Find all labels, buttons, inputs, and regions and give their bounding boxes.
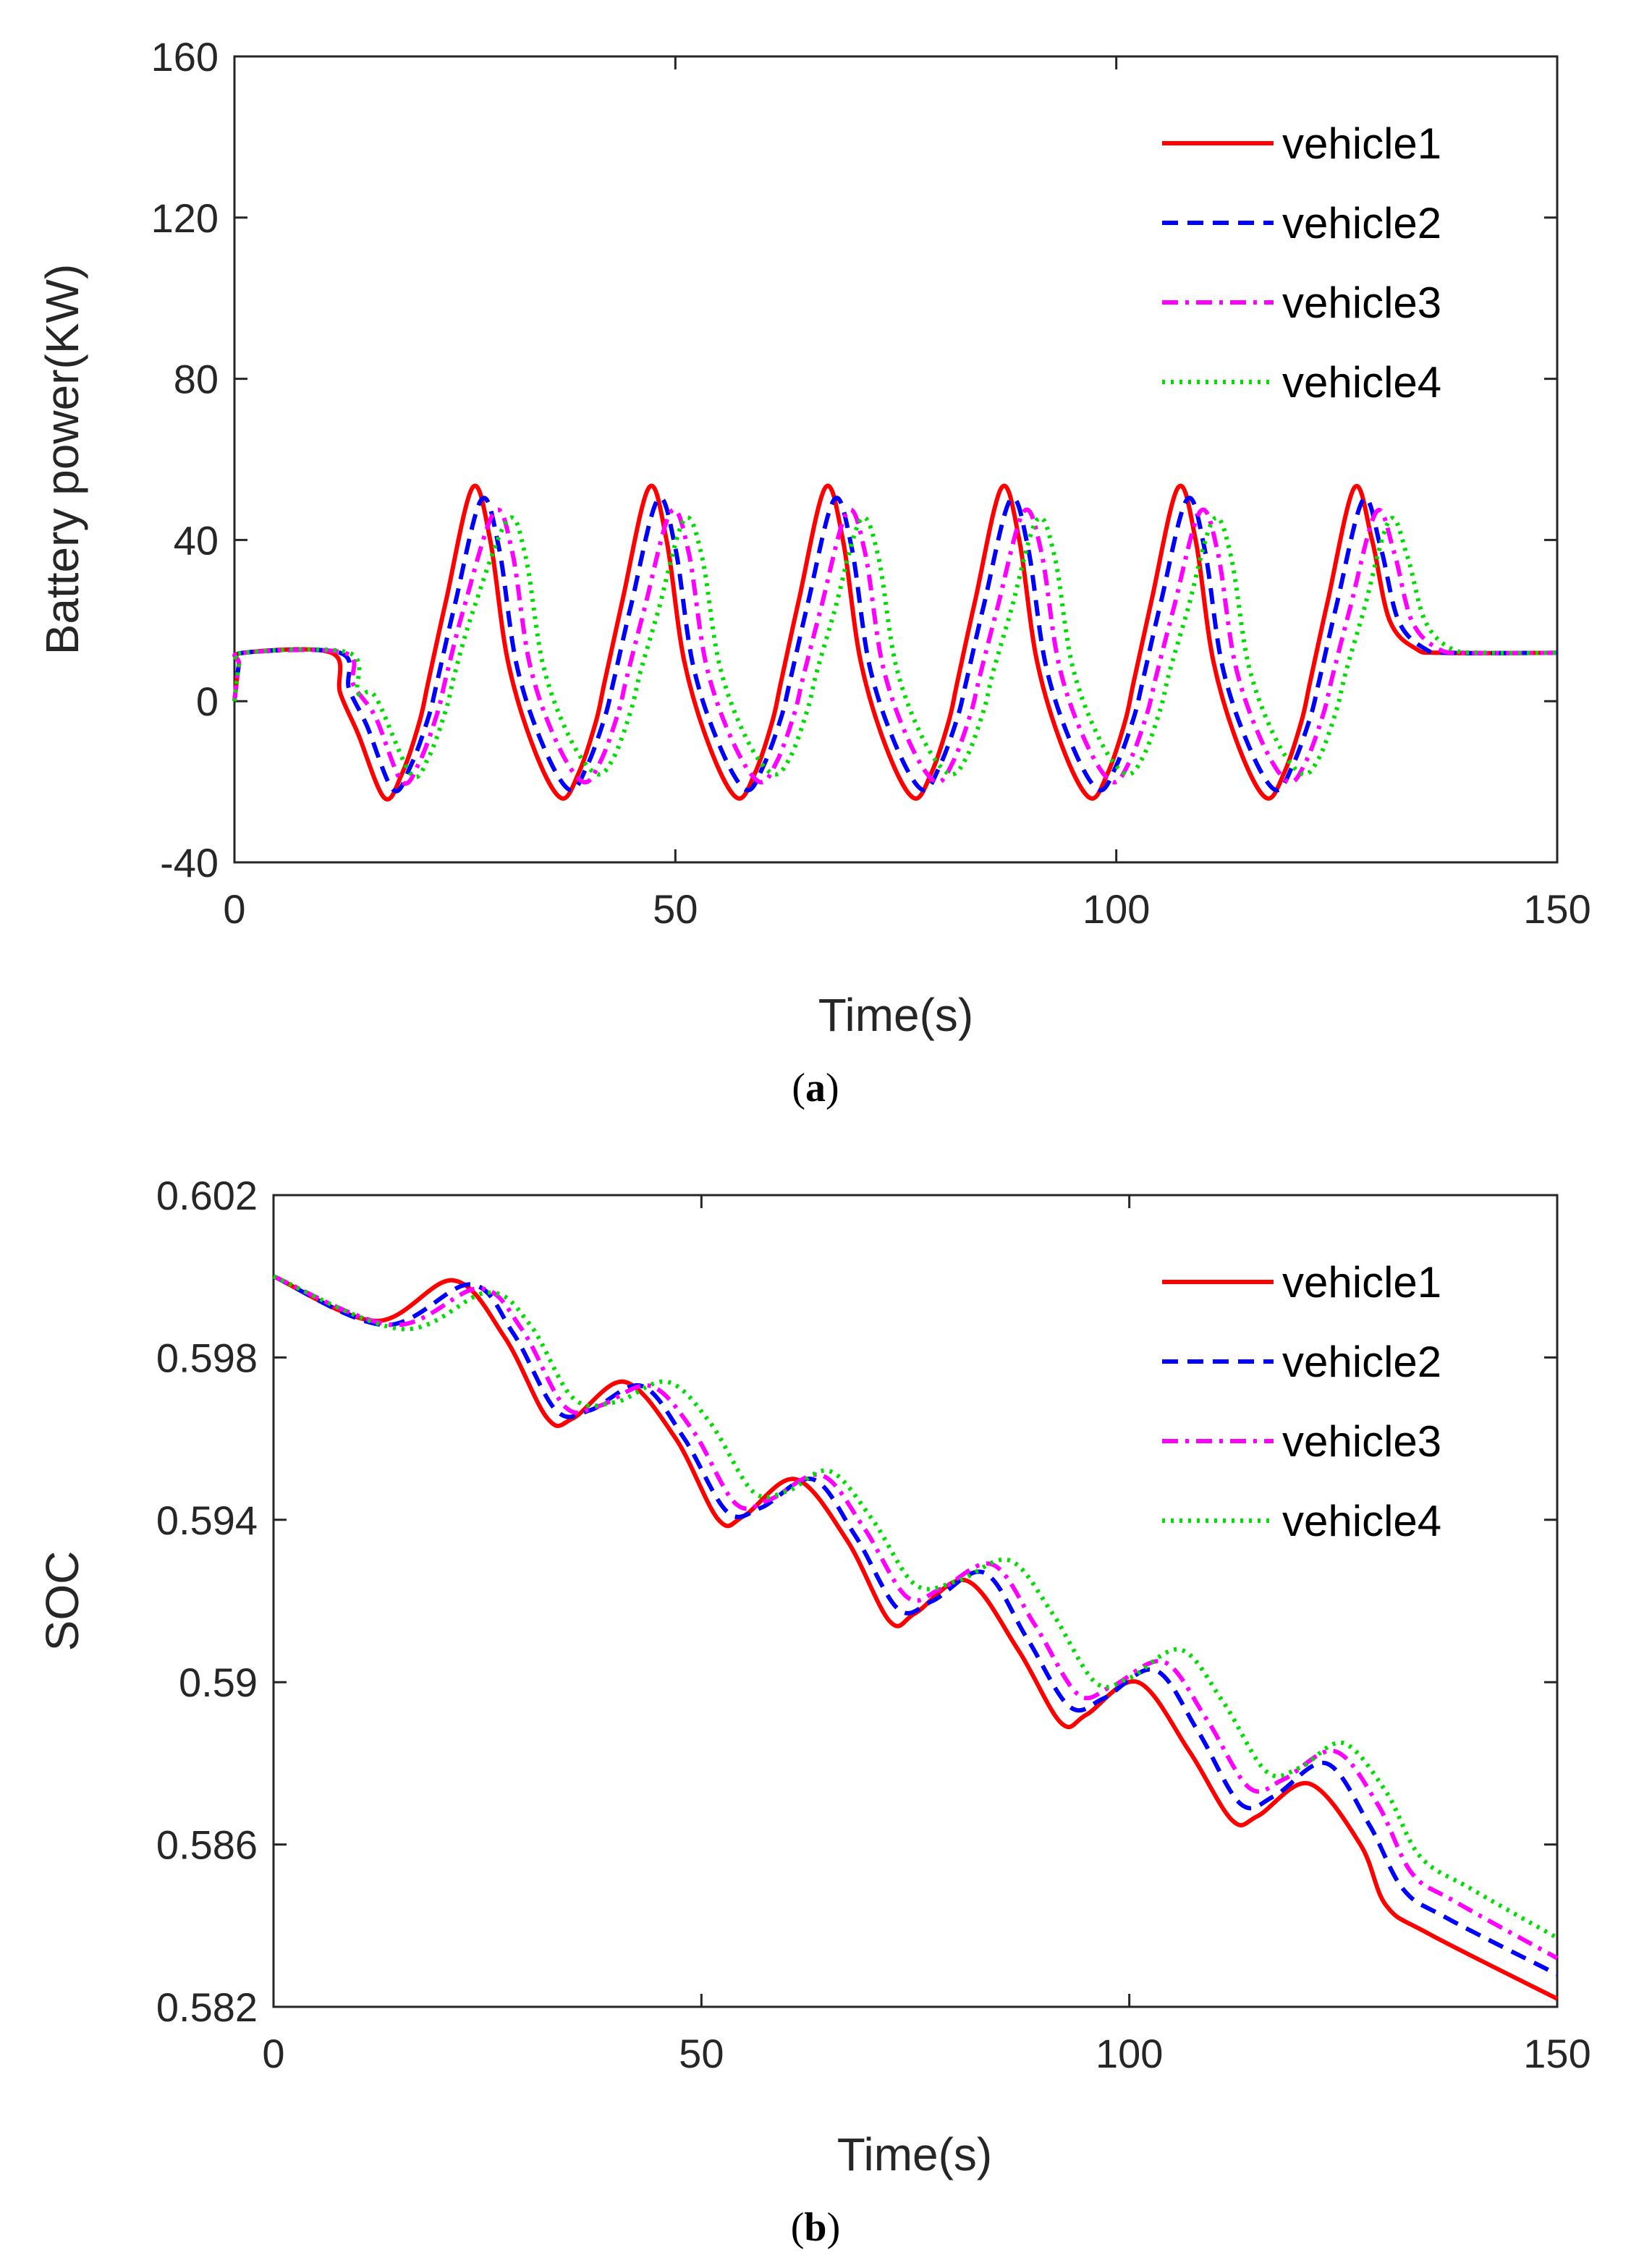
x-tick-label: 150 bbox=[1523, 886, 1590, 932]
y-tick-label: 0.602 bbox=[156, 1173, 258, 1218]
legend-label-vehicle3: vehicle3 bbox=[1282, 279, 1441, 327]
y-axis-label-b: SOC bbox=[36, 1551, 88, 1652]
x-axis-label-b: Time(s) bbox=[837, 2128, 992, 2180]
legend-label-vehicle3: vehicle3 bbox=[1282, 1417, 1441, 1466]
y-tick-label: 160 bbox=[151, 34, 219, 80]
axes-box-b bbox=[272, 1194, 1559, 2008]
legend-label-vehicle1: vehicle1 bbox=[1282, 119, 1441, 168]
x-tick-label: 150 bbox=[1523, 2031, 1590, 2076]
legend-label-vehicle1: vehicle1 bbox=[1282, 1258, 1441, 1307]
x-tick-label: 50 bbox=[679, 2031, 724, 2076]
x-tick-label: 50 bbox=[653, 886, 698, 932]
x-tick-label: 100 bbox=[1096, 2031, 1163, 2076]
caption-a-open: ( bbox=[792, 1066, 805, 1110]
tick-marks-b bbox=[272, 1194, 1559, 2008]
axes-box-a bbox=[233, 55, 1559, 864]
caption-a: (a) bbox=[792, 1066, 839, 1110]
caption-b-letter: b bbox=[804, 2205, 826, 2250]
y-tick-label: 40 bbox=[174, 517, 219, 563]
series-group-b bbox=[272, 1274, 1559, 2001]
y-tick-labels-b: 0.582 0.586 0.59 0.594 0.598 0.602 bbox=[156, 1173, 258, 2030]
y-tick-label: 0.594 bbox=[156, 1498, 258, 1543]
series-line-vehicle3 bbox=[272, 1274, 1559, 1961]
y-tick-label: 0.586 bbox=[156, 1822, 258, 1868]
x-tick-labels-b: 0 50 100 150 bbox=[262, 2031, 1590, 2076]
legend-label-vehicle2: vehicle2 bbox=[1282, 199, 1441, 247]
y-axis-label-a: Battery power(KW) bbox=[36, 264, 88, 655]
y-tick-label: 0.582 bbox=[156, 1984, 258, 2030]
series-line-vehicle2 bbox=[272, 1274, 1559, 1976]
legend-label-vehicle4: vehicle4 bbox=[1282, 1497, 1441, 1545]
series-group-a bbox=[232, 483, 1558, 802]
x-tick-label: 100 bbox=[1083, 886, 1150, 932]
y-tick-label: 120 bbox=[151, 195, 219, 241]
y-tick-label: -40 bbox=[160, 840, 219, 885]
legend-a: vehicle1 vehicle2 vehicle3 vehicle4 bbox=[1162, 119, 1441, 407]
y-tick-label: 0.59 bbox=[179, 1660, 258, 1705]
caption-b-close: ) bbox=[827, 2205, 841, 2250]
legend-b: vehicle1 vehicle2 vehicle3 vehicle4 bbox=[1162, 1258, 1441, 1545]
x-tick-labels-a: 0 50 100 150 bbox=[223, 886, 1590, 932]
x-tick-label: 0 bbox=[223, 886, 245, 932]
series-line-vehicle2 bbox=[232, 496, 1558, 794]
legend-label-vehicle4: vehicle4 bbox=[1282, 358, 1441, 407]
x-tick-label: 0 bbox=[262, 2031, 284, 2076]
legend-label-vehicle2: vehicle2 bbox=[1282, 1338, 1441, 1386]
caption-b-open: ( bbox=[791, 2205, 805, 2250]
tick-marks-a bbox=[233, 55, 1559, 864]
x-axis-label-a: Time(s) bbox=[818, 989, 973, 1041]
series-line-vehicle4 bbox=[232, 515, 1558, 779]
series-line-vehicle3 bbox=[232, 507, 1558, 786]
series-line-vehicle1 bbox=[232, 483, 1558, 802]
y-tick-label: 0 bbox=[196, 679, 219, 724]
y-tick-label: 80 bbox=[174, 357, 219, 402]
caption-b: (b) bbox=[791, 2205, 840, 2250]
y-tick-label: 0.598 bbox=[156, 1335, 258, 1380]
y-tick-labels-a: -40 0 40 80 120 160 bbox=[151, 34, 219, 885]
caption-a-close: ) bbox=[826, 1066, 839, 1110]
caption-a-letter: a bbox=[805, 1066, 826, 1110]
